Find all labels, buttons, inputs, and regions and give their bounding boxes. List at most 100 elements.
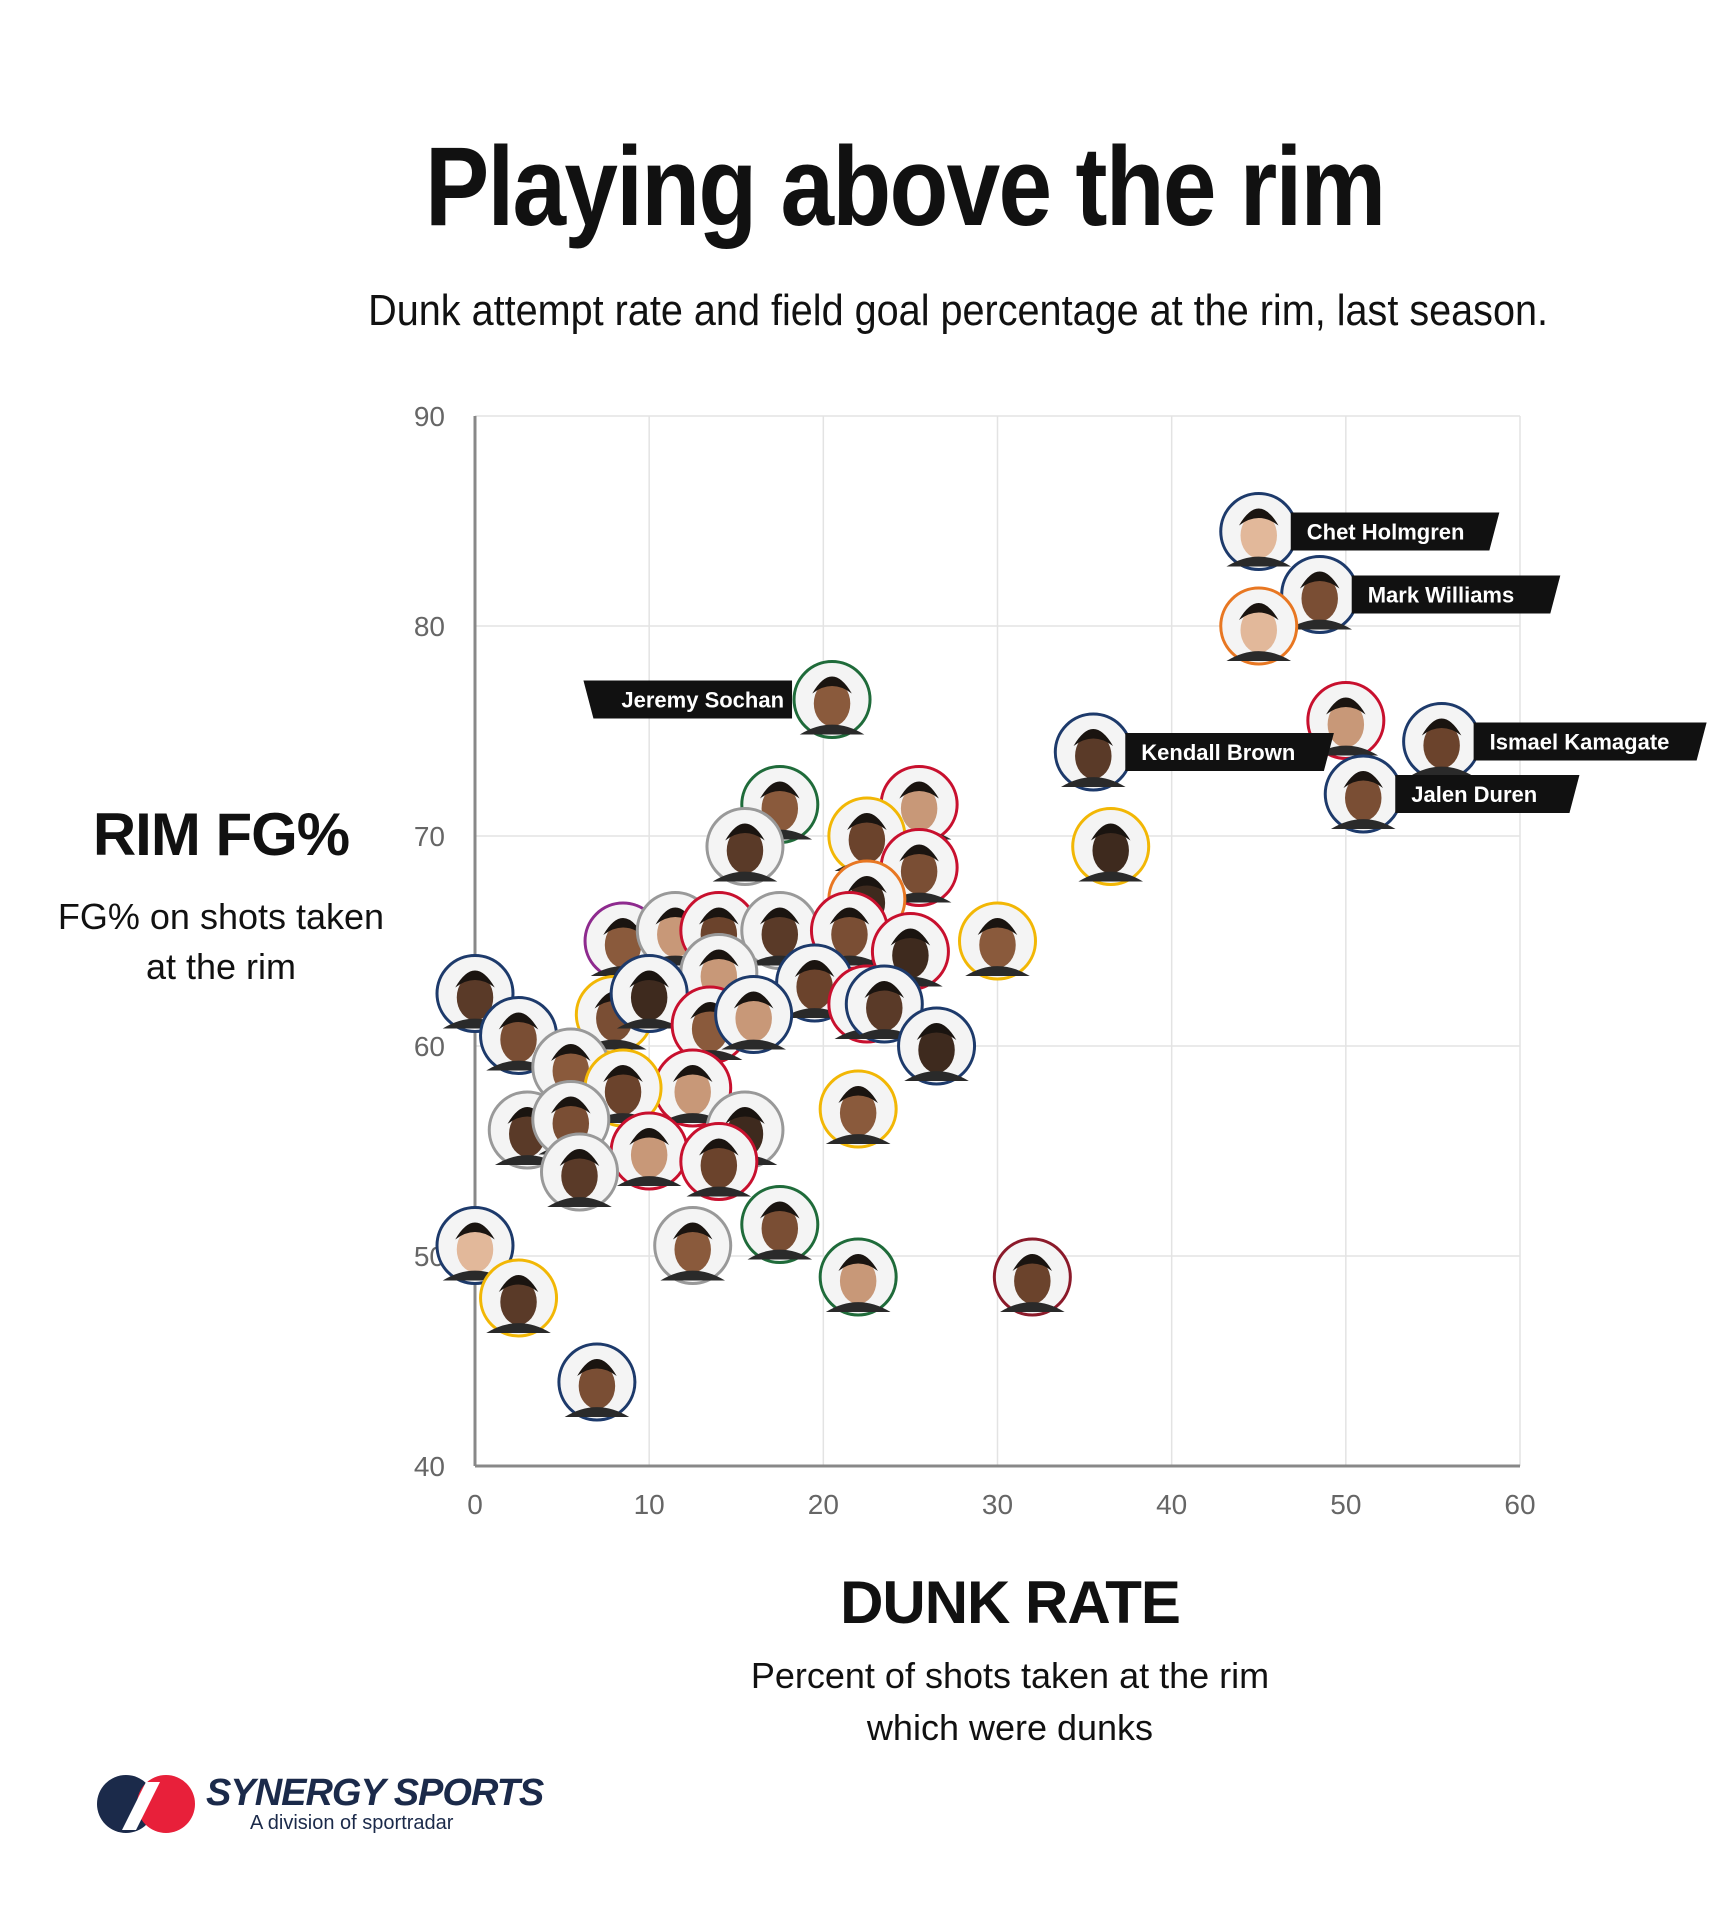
callout-player-name: Mark Williams: [1368, 583, 1515, 608]
player-face: [866, 985, 903, 1031]
y-tick-label: 80: [414, 611, 445, 642]
y-axis-subtitle: FG% on shots taken at the rim: [57, 896, 385, 987]
player-callout: Kendall Brown: [1125, 733, 1334, 771]
player-face: [726, 827, 764, 874]
player-shoulders: [904, 1071, 969, 1081]
player-marker: [818, 1069, 898, 1149]
player-hair: [1299, 571, 1340, 589]
player-marker: [557, 1342, 637, 1422]
data-points: [435, 492, 1482, 1422]
player-hair: [899, 781, 939, 799]
logo-tagline: A division of sportradar: [250, 1812, 454, 1834]
player-callout: Jalen Duren: [1395, 775, 1580, 813]
player-hair: [847, 813, 887, 830]
player-face: [500, 1279, 537, 1325]
player-marker: [540, 1132, 619, 1212]
player-hair: [829, 907, 870, 925]
player-face: [1423, 722, 1460, 769]
player-hair: [603, 1065, 643, 1082]
player-hair: [1238, 508, 1279, 526]
player-hair: [551, 1096, 591, 1114]
player-face: [604, 922, 642, 968]
callout-tag: [1125, 733, 1334, 771]
player-face: [839, 1258, 877, 1304]
callout-player-name: Kendall Brown: [1141, 740, 1295, 765]
callout-tag: [1290, 512, 1500, 551]
player-hair: [1421, 718, 1462, 736]
callout-tag: [1395, 775, 1580, 813]
player-hair: [1012, 1254, 1053, 1271]
x-tick-label: 10: [634, 1489, 665, 1520]
player-hair: [1326, 697, 1366, 715]
player-hair: [847, 876, 887, 893]
player-face: [456, 1226, 494, 1273]
player-shoulders: [965, 966, 1030, 976]
player-marker: [435, 1206, 515, 1285]
player-marker: [1053, 712, 1133, 792]
player-hair: [733, 991, 774, 1009]
player-hair: [603, 918, 643, 935]
logo-name: SYNERGY SPORTS: [206, 1772, 544, 1814]
player-shoulders: [1226, 651, 1292, 661]
player-face: [500, 1016, 537, 1063]
y-axis-title: RIM FG%: [92, 801, 350, 868]
player-face: [900, 848, 938, 895]
player-hair: [672, 1065, 713, 1082]
player-face: [1240, 607, 1277, 653]
player-marker: [1219, 586, 1299, 666]
player-shoulders: [1000, 1302, 1065, 1312]
player-shoulders: [547, 1197, 612, 1207]
player-face: [1345, 775, 1382, 821]
player-marker: [714, 975, 794, 1054]
player-callouts: Chet Holmgren Mark Williams Jeremy Sochan I…: [583, 512, 1707, 813]
x-tick-label: 30: [982, 1489, 1013, 1520]
player-shoulders: [616, 1018, 682, 1029]
player-shoulders: [1330, 819, 1396, 829]
player-marker: [1323, 754, 1403, 834]
player-hair: [1090, 823, 1131, 841]
player-hair: [577, 1359, 617, 1376]
player-shoulders: [616, 1176, 682, 1186]
player-face: [813, 680, 851, 727]
x-axis-subtitle: Percent of shots taken at the rim which …: [750, 1655, 1270, 1748]
player-shoulders: [825, 1302, 891, 1312]
player-shoulders: [1287, 619, 1353, 630]
player-shoulders: [747, 1249, 813, 1260]
player-hair: [559, 1149, 600, 1166]
player-face: [796, 964, 833, 1010]
player-marker: [740, 1185, 820, 1264]
player-hair: [916, 1023, 957, 1040]
player-shoulders: [1078, 871, 1144, 882]
player-face: [1327, 701, 1365, 748]
player-marker: [653, 1048, 733, 1128]
player-marker: [1071, 807, 1151, 886]
player-hair: [1073, 729, 1114, 746]
player-face: [1075, 733, 1112, 779]
player-hair: [498, 1012, 539, 1030]
player-face: [918, 1027, 955, 1073]
callout-player-name: Ismael Kamagate: [1490, 730, 1670, 755]
player-hair: [760, 1201, 800, 1219]
player-hair: [455, 1222, 495, 1240]
player-callout: Ismael Kamagate: [1473, 722, 1707, 761]
player-marker: [1402, 702, 1482, 781]
y-tick-label: 60: [414, 1031, 445, 1062]
player-marker: [992, 1237, 1072, 1317]
chart-title: Playing above the rim: [424, 124, 1386, 249]
callout-tag: [583, 680, 793, 719]
player-hair: [672, 1222, 713, 1240]
player-face: [578, 1363, 616, 1409]
x-tick-label: 20: [808, 1489, 839, 1520]
player-shoulders: [1226, 556, 1292, 567]
player-face: [900, 785, 938, 832]
player-face: [761, 911, 799, 958]
player-hair: [760, 781, 800, 799]
player-callout: Mark Williams: [1351, 575, 1561, 614]
player-shoulders: [712, 871, 778, 882]
y-tick-label: 90: [414, 401, 445, 432]
player-face: [892, 932, 929, 979]
player-hair: [812, 676, 852, 694]
player-callout: Chet Holmgren: [1290, 512, 1500, 551]
